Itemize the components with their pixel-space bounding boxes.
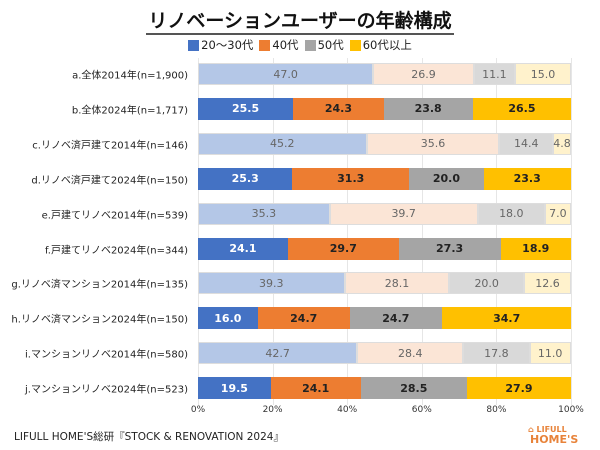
category-label: b.全体2024年(n=1,717)	[71, 105, 188, 117]
bar-segment: 16.0	[198, 307, 258, 330]
bar-segment: 39.3	[198, 272, 345, 295]
chart-title: リノベーションユーザーの年齢構成	[0, 6, 600, 35]
bar-segment: 23.8	[383, 97, 473, 120]
bar-segment: 27.3	[398, 237, 501, 260]
bar-segment: 24.1	[198, 237, 288, 260]
legend-swatch	[349, 39, 361, 51]
bar-segment: 20.0	[409, 167, 484, 190]
gridline	[347, 58, 349, 405]
gridline	[198, 58, 199, 405]
bar-segment: 34.7	[441, 307, 572, 330]
legend-item: 20〜30代	[188, 37, 253, 53]
bar-segment: 25.3	[198, 167, 293, 190]
source-footer: LIFULL HOME'S総研『STOCK & RENOVATION 2024』	[14, 431, 284, 443]
bar-segment: 7.0	[544, 202, 571, 225]
bar-segment: 35.3	[198, 202, 330, 225]
bar-segment: 31.3	[292, 167, 410, 190]
legend-label: 50代	[317, 38, 344, 52]
gridline	[571, 58, 572, 405]
legend-label: 40代	[272, 38, 299, 52]
bar-segment: 25.5	[198, 97, 294, 120]
bar-segment: 19.5	[198, 377, 271, 400]
bar-segment: 23.3	[483, 167, 571, 190]
x-tick-label: 80%	[486, 405, 507, 415]
bar-segment: 27.9	[466, 377, 571, 400]
category-label: h.リノベ済マンション2024年(n=150)	[11, 314, 188, 326]
gridline	[421, 58, 423, 405]
category-label: e.戸建てリノベ2014年(n=539)	[41, 210, 188, 222]
category-label: d.リノベ済戸建て2024年(n=150)	[31, 175, 188, 187]
lifull-homes-logo: ⌂ LIFULL HOME'S	[528, 425, 579, 446]
legend-item: 50代	[304, 37, 344, 53]
category-label: i.マンションリノベ2014年(n=580)	[24, 349, 188, 361]
gridline	[272, 58, 274, 405]
legend: 20〜30代 40代 50代 60代以上	[0, 37, 600, 53]
bar-segment: 45.2	[198, 132, 367, 155]
bar-segment: 42.7	[198, 342, 358, 365]
bar-segment: 47.0	[198, 63, 374, 85]
x-tick-label: 40%	[337, 405, 358, 415]
bar-segment: 18.9	[500, 237, 571, 260]
category-label: a.全体2014年(n=1,900)	[72, 70, 188, 82]
bar-segment: 24.3	[293, 97, 384, 120]
bar-segment: 26.9	[373, 63, 474, 85]
bar-segment: 20.0	[449, 272, 524, 295]
bar-segment: 28.4	[357, 342, 464, 365]
bar-segment: 35.6	[366, 132, 500, 155]
bar-segment: 17.8	[463, 342, 530, 365]
x-tick-label: 20%	[262, 405, 283, 415]
category-label: f.戸建てリノベ2024年(n=344)	[44, 245, 188, 256]
bar-segment: 39.7	[329, 202, 478, 225]
gridline	[496, 58, 498, 405]
bar-segment: 24.7	[349, 307, 442, 330]
bar-segment: 4.8	[553, 132, 571, 155]
bar-segment: 15.0	[515, 63, 571, 85]
bar-segment: 26.5	[472, 97, 572, 120]
legend-swatch	[188, 39, 200, 51]
bar-segment: 12.6	[524, 272, 571, 295]
bar-segment: 28.5	[360, 377, 467, 400]
category-label: j.マンションリノベ2024年(n=523)	[24, 384, 188, 396]
bar-segment: 11.1	[473, 63, 516, 85]
bar-segment: 14.4	[499, 132, 554, 155]
bar-segment: 28.1	[344, 272, 450, 295]
category-label: g.リノベ済マンション2014年(n=135)	[11, 279, 188, 291]
legend-label: 20〜30代	[201, 38, 254, 52]
legend-label: 60代以上	[362, 38, 412, 52]
category-label: c.リノベ済戸建て2014年(n=146)	[32, 140, 188, 152]
bar-segment: 24.7	[257, 307, 350, 330]
legend-item: 40代	[259, 37, 299, 53]
bar-segment: 24.1	[270, 377, 361, 400]
bar-segment: 11.0	[529, 342, 571, 365]
x-tick-label: 100%	[558, 405, 584, 415]
bar-segment: 29.7	[287, 237, 399, 260]
x-tick-label: 60%	[411, 405, 432, 415]
x-tick-label: 0%	[190, 405, 206, 415]
legend-swatch	[259, 39, 271, 51]
bar-segment: 18.0	[477, 202, 545, 225]
legend-item: 60代以上	[349, 37, 412, 53]
legend-swatch	[304, 39, 316, 51]
